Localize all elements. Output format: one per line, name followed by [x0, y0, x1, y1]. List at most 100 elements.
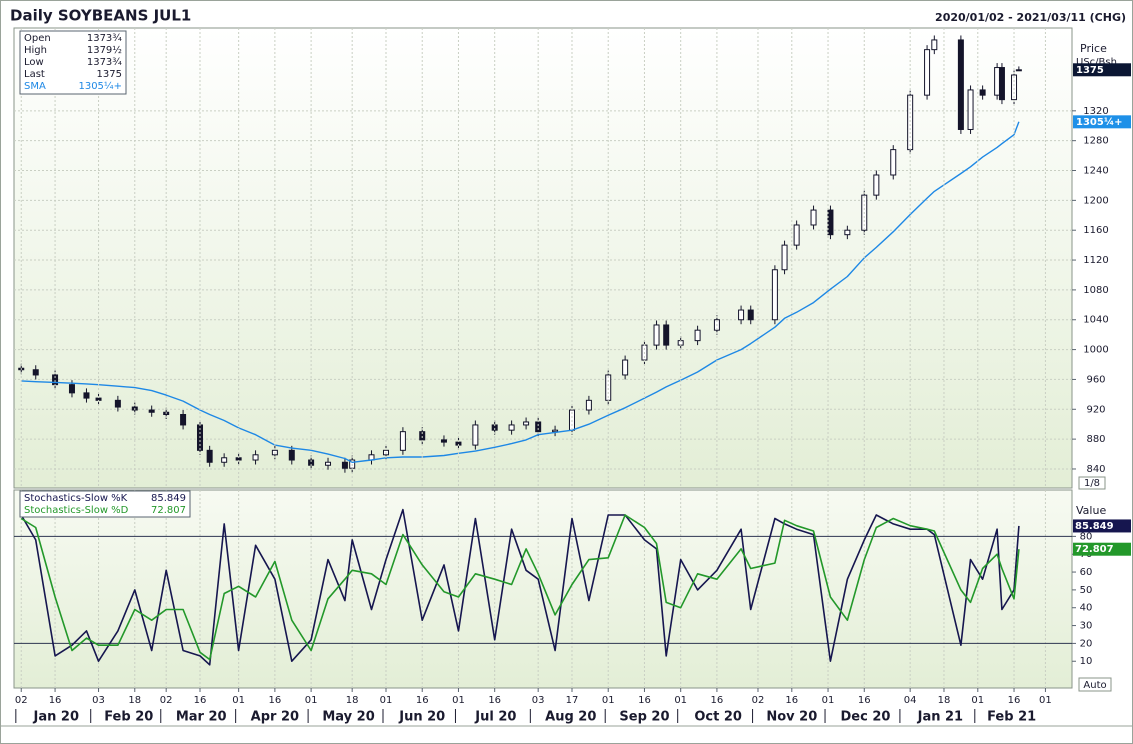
x-tick-label: 18 — [346, 695, 359, 706]
x-tick-label: 01 — [1039, 695, 1052, 706]
candle-body — [288, 449, 295, 461]
candle-body — [235, 457, 242, 461]
y-tick-label: 40 — [1080, 603, 1093, 614]
candle-body — [523, 421, 530, 426]
month-label: Nov 20 — [766, 710, 817, 725]
y-tick-label: 880 — [1086, 434, 1105, 445]
candle-body — [180, 414, 187, 426]
candle-body — [890, 149, 897, 176]
candle-body — [931, 39, 938, 51]
candle-body — [508, 424, 515, 431]
info-value: 1373¾ — [87, 57, 122, 68]
y-tick-label: 1280 — [1083, 136, 1108, 147]
y-tick-label: 20 — [1080, 638, 1093, 649]
month-label: Jan 20 — [33, 710, 79, 725]
month-label: Dec 20 — [841, 710, 891, 725]
candle-body — [793, 224, 800, 246]
y-tick-label: 1160 — [1083, 225, 1108, 236]
date-range: 2020/01/02 - 2021/03/11 (CHG) — [935, 11, 1126, 24]
x-tick-label: 16 — [416, 695, 429, 706]
month-label: Jun 20 — [398, 710, 445, 725]
candle-body — [957, 39, 964, 130]
month-label: Jul 20 — [474, 710, 516, 725]
info-name: Last — [24, 69, 45, 80]
info-value: 1379½ — [87, 44, 122, 56]
candle-body — [252, 454, 259, 461]
candle-body — [998, 67, 1005, 101]
candle-body — [585, 399, 592, 411]
y-tick-label: 1200 — [1083, 195, 1108, 206]
price-axis-unit: USc/Bsh — [1076, 57, 1117, 68]
y-tick-label: 1000 — [1083, 345, 1108, 356]
month-label: Oct 20 — [694, 710, 742, 725]
x-tick-label: 01 — [674, 695, 687, 706]
sma-line — [21, 121, 1020, 463]
candle-body — [827, 209, 834, 236]
x-tick-label: 01 — [452, 695, 465, 706]
scale-note-box — [1078, 476, 1106, 490]
candle-body — [1015, 69, 1022, 72]
candle-body — [399, 431, 406, 451]
x-tick-label: 16 — [711, 695, 724, 706]
y-tick-label: 50 — [1080, 585, 1093, 596]
price-marker-label: 1375 — [1076, 65, 1104, 76]
stoch-line — [20, 514, 1020, 661]
x-tick-label: 18 — [128, 695, 141, 706]
y-tick-label: 1080 — [1083, 285, 1108, 296]
legend-name: Stochastics-Slow %K — [24, 493, 128, 504]
candle-body — [771, 269, 778, 321]
price-axis-label: Price — [1080, 42, 1107, 55]
chart-title: Daily SOYBEANS JUL1 — [10, 7, 191, 25]
legend-value: 72.807 — [151, 505, 186, 516]
candle-body — [810, 209, 817, 226]
x-tick-label: 02 — [160, 695, 173, 706]
x-tick-label: 17 — [566, 695, 579, 706]
value-marker-label: 72.807 — [1075, 544, 1114, 555]
scale-mode-box — [1078, 677, 1112, 692]
candle-body — [552, 429, 559, 433]
info-value: 1375 — [97, 69, 122, 80]
candle-body — [221, 457, 228, 463]
candle-body — [341, 461, 348, 469]
month-label: Apr 20 — [251, 710, 299, 725]
y-tick-label: 1040 — [1083, 315, 1108, 326]
month-label: Feb 21 — [987, 710, 1036, 725]
month-label: Mar 20 — [176, 710, 227, 725]
candle-body — [95, 397, 102, 401]
value-marker — [1073, 519, 1131, 533]
y-tick-label: 1120 — [1083, 255, 1108, 266]
price-panel — [13, 27, 1073, 489]
candle-body — [206, 449, 213, 463]
x-tick-label: 02 — [752, 695, 765, 706]
legend-value: 85.849 — [151, 493, 186, 504]
x-tick-label: 01 — [971, 695, 984, 706]
candle-body — [979, 89, 986, 96]
y-tick-label: 1240 — [1083, 166, 1108, 177]
candle-body — [781, 244, 788, 271]
x-tick-label: 16 — [488, 695, 501, 706]
stochastic-panel — [13, 489, 1073, 689]
x-tick-label: 16 — [269, 695, 282, 706]
x-tick-label: 02 — [15, 695, 28, 706]
candle-body — [114, 399, 121, 408]
y-tick-label: 10 — [1080, 656, 1093, 667]
x-tick-label: 01 — [305, 695, 318, 706]
candle-body — [419, 431, 426, 441]
price-marker — [1073, 115, 1131, 129]
candle-body — [440, 439, 447, 443]
month-label: May 20 — [322, 710, 374, 725]
candle-body — [747, 309, 754, 321]
info-value: 1305¼+ — [78, 80, 122, 92]
x-tick-label: 16 — [785, 695, 798, 706]
x-tick-label: 01 — [602, 695, 615, 706]
x-tick-label: 04 — [904, 695, 917, 706]
x-tick-label: 01 — [380, 695, 393, 706]
candle-body — [738, 309, 745, 321]
candle-body — [83, 392, 90, 399]
candle-body — [873, 174, 880, 196]
x-tick-label: 16 — [194, 695, 207, 706]
y-tick-label: 960 — [1086, 374, 1105, 385]
candle-body — [967, 89, 974, 130]
candle-body — [994, 67, 1001, 96]
